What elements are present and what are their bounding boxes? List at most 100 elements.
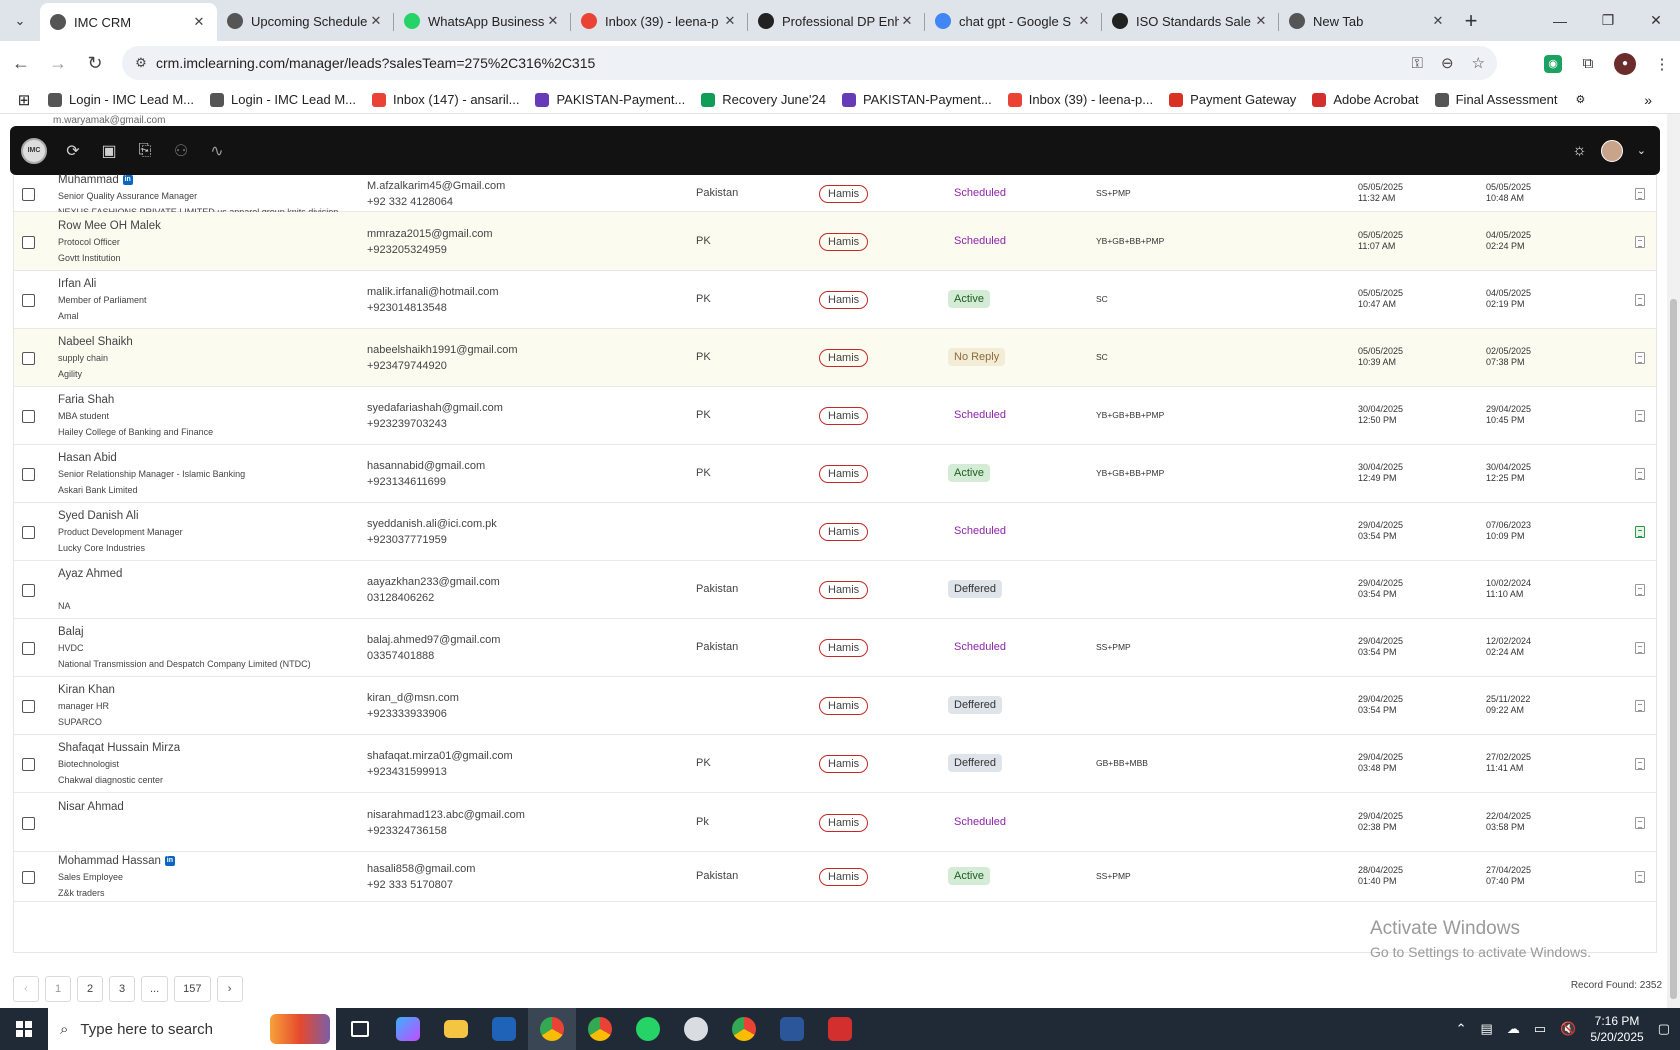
bookmark-item[interactable]: Inbox (39) - leena-p...	[1007, 92, 1153, 107]
document-switch-icon[interactable]: ⎘	[138, 141, 152, 159]
notes-document-icon[interactable]	[1635, 526, 1645, 538]
apps-grid-icon[interactable]: ⊞	[17, 91, 31, 109]
status-badge[interactable]: Deffered	[948, 754, 1002, 772]
onedrive-icon[interactable]: ☁	[1506, 1021, 1520, 1036]
lead-phone[interactable]: 03357401888	[367, 650, 435, 662]
bookmark-item[interactable]: Login - IMC Lead M...	[48, 92, 194, 107]
lead-name[interactable]: Nabeel Shaikh	[58, 336, 133, 348]
activity-icon[interactable]: ∿	[210, 142, 224, 160]
lead-email[interactable]: shafaqat.mirza01@gmail.com	[367, 750, 513, 762]
row-checkbox[interactable]	[22, 816, 35, 830]
status-badge[interactable]: No Reply	[948, 348, 1006, 366]
extensions-puzzle-icon[interactable]: ⧉	[1582, 55, 1594, 72]
theme-sun-icon[interactable]: ☼	[1572, 141, 1587, 159]
browser-tab[interactable]: Professional DP Enh ✕	[748, 4, 925, 38]
row-checkbox[interactable]	[22, 468, 35, 481]
page-button[interactable]: 3	[109, 976, 135, 1002]
lead-email[interactable]: malik.irfanali@hotmail.com	[367, 286, 499, 298]
lead-phone[interactable]: +923479744920	[367, 360, 447, 372]
notes-document-icon[interactable]	[1635, 468, 1645, 480]
lead-name[interactable]: Shafaqat Hussain Mirza	[58, 742, 181, 754]
user-avatar[interactable]	[1600, 139, 1623, 162]
notes-document-icon[interactable]	[1635, 187, 1645, 200]
page-button[interactable]: 2	[77, 976, 103, 1002]
lead-name[interactable]: Kiran Khan	[58, 684, 115, 696]
address-bar[interactable]: ⚙ crm.imclearning.com/manager/leads?sale…	[122, 46, 1497, 80]
page-button[interactable]: 1	[45, 976, 71, 1002]
browser-tab[interactable]: ISO Standards Sale ✕	[1102, 4, 1279, 38]
notes-document-icon[interactable]	[1635, 410, 1645, 422]
close-window-icon[interactable]: ✕	[1650, 12, 1662, 28]
tray-chevron-icon[interactable]: ⌃	[1455, 1021, 1467, 1036]
table-row[interactable]: Balaj HVDC National Transmission and Despa…	[14, 619, 1656, 677]
lead-phone[interactable]: +923333933906	[367, 708, 447, 720]
tab-search-menu-icon[interactable]: ⌄	[14, 12, 26, 28]
row-checkbox[interactable]	[22, 235, 35, 249]
row-checkbox[interactable]	[22, 187, 35, 201]
lead-phone[interactable]: +923239703243	[367, 418, 447, 430]
bookmark-item[interactable]: Final Assessment	[1434, 92, 1557, 107]
lead-email[interactable]: aayazkhan233@gmail.com	[367, 576, 500, 588]
lead-name[interactable]: Hasan Abid	[58, 452, 117, 464]
lead-name[interactable]: Irfan Ali	[58, 278, 97, 290]
table-row[interactable]: Ayaz Ahmed NA aayazkhan233@gmail.com 0312…	[14, 561, 1656, 619]
lead-name[interactable]: Nisar Ahmad	[58, 800, 124, 813]
password-key-icon[interactable]: ⚿	[1411, 54, 1423, 72]
table-row[interactable]: Nabeel Shaikh supply chain Agility nabeels…	[14, 329, 1656, 387]
chrome-profile-3-icon[interactable]	[720, 1008, 768, 1050]
whatsapp-icon[interactable]	[624, 1008, 672, 1050]
more-bookmarks-icon[interactable]: »	[1644, 91, 1652, 108]
prev-page-button[interactable]: ‹	[13, 976, 39, 1002]
lead-phone[interactable]: 03128406262	[367, 592, 435, 604]
page-button[interactable]: 157	[174, 976, 211, 1002]
lead-name[interactable]: Mohammad Hassan	[58, 855, 161, 867]
bookmark-item[interactable]: Inbox (147) - ansaril...	[372, 92, 519, 107]
windows-start-button[interactable]	[0, 1008, 48, 1050]
table-row[interactable]: Nisar Ahmad nisarahmad123.abc@gmail.com …	[14, 793, 1656, 852]
table-row[interactable]: Kiran Khan manager HR SUPARCO kiran_d@msn.…	[14, 677, 1656, 735]
lead-phone[interactable]: +923134611699	[367, 476, 447, 488]
network-icon[interactable]: ▭	[1533, 1021, 1547, 1036]
status-badge[interactable]: Scheduled	[954, 186, 1006, 199]
status-badge[interactable]: Scheduled	[954, 815, 1006, 828]
chrome-icon[interactable]	[528, 1008, 576, 1050]
notes-document-icon[interactable]	[1635, 642, 1645, 654]
status-badge[interactable]: Deffered	[948, 696, 1002, 714]
table-row[interactable]: Hasan Abid Senior Relationship Manager - …	[14, 445, 1656, 503]
tab-close-icon[interactable]: ✕	[1078, 13, 1090, 28]
lead-name[interactable]: Syed Danish Ali	[58, 510, 139, 522]
table-row[interactable]: Irfan Ali Member of Parliament Amal malik.…	[14, 271, 1656, 329]
notifications-icon[interactable]: ▢	[1657, 1021, 1670, 1036]
back-icon[interactable]: ←	[12, 53, 30, 73]
acrobat-icon[interactable]	[816, 1008, 864, 1050]
table-row[interactable]: Shafaqat Hussain Mirza Biotechnologist Cha…	[14, 735, 1656, 793]
scrollbar-thumb[interactable]	[1670, 299, 1677, 999]
lead-email[interactable]: syeddanish.ali@ici.com.pk	[367, 518, 497, 530]
site-info-icon[interactable]: ⚙	[135, 55, 147, 70]
profile-avatar-icon[interactable]: ●	[1614, 52, 1636, 75]
browser-tab[interactable]: Inbox (39) - leena-p ✕	[571, 4, 748, 38]
bookmark-item[interactable]: Adobe Acrobat	[1312, 92, 1419, 107]
row-checkbox[interactable]	[22, 700, 35, 713]
lead-phone[interactable]: +92 333 5170807	[367, 879, 453, 891]
lead-email[interactable]: mmraza2015@gmail.com	[367, 227, 493, 240]
page-scrollbar[interactable]	[1667, 114, 1680, 1008]
table-row[interactable]: Mohammad Hassan in Sales Employee Z&k trade…	[14, 852, 1656, 902]
status-badge[interactable]: Scheduled	[954, 525, 1006, 537]
notes-document-icon[interactable]	[1635, 758, 1645, 770]
row-checkbox[interactable]	[22, 642, 35, 655]
reload-icon[interactable]: ↻	[87, 53, 103, 73]
linkedin-icon[interactable]: in	[164, 855, 175, 866]
browser-tab[interactable]: WhatsApp Business ✕	[394, 4, 571, 38]
lead-email[interactable]: M.afzalkarim45@Gmail.com	[367, 179, 506, 192]
row-checkbox[interactable]	[22, 410, 35, 423]
taskbar-search[interactable]: ⌕ Type here to search	[48, 1008, 336, 1050]
bookmark-item[interactable]: PAKISTAN-Payment...	[841, 92, 992, 107]
lead-email[interactable]: nisarahmad123.abc@gmail.com	[367, 808, 525, 821]
tab-close-icon[interactable]: ✕	[547, 13, 559, 28]
notes-document-icon[interactable]	[1635, 235, 1645, 248]
minimize-icon[interactable]: —	[1553, 12, 1567, 29]
bookmark-item[interactable]: Payment Gateway	[1169, 92, 1296, 107]
bookmark-item[interactable]: Recovery June'24	[701, 92, 826, 107]
bookmark-item[interactable]: PAKISTAN-Payment...	[535, 92, 685, 107]
